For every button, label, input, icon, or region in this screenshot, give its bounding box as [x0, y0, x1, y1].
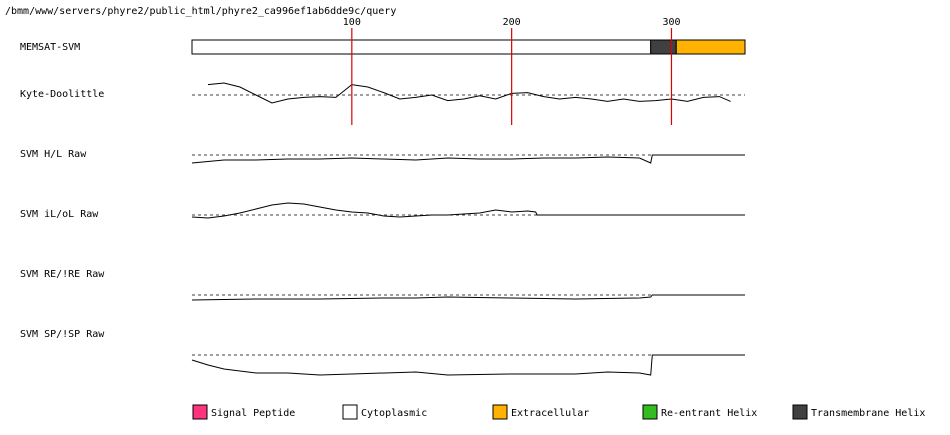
profile-line: [191, 354, 745, 376]
topology-segment: [650, 39, 677, 55]
track-label: Kyte-Doolittle: [20, 89, 104, 100]
legend-swatch: [792, 404, 808, 420]
legend-swatch: [342, 404, 358, 420]
legend-label: Signal Peptide: [211, 408, 295, 419]
legend-label: Cytoplasmic: [361, 408, 427, 419]
legend-label: Re-entrant Helix: [661, 408, 757, 419]
file-path: /bmm/www/servers/phyre2/public_html/phyr…: [5, 6, 396, 17]
legend-swatch: [492, 404, 508, 420]
profile-line: [207, 82, 731, 104]
legend-swatch: [192, 404, 208, 420]
profile-line: [191, 294, 745, 301]
track-label: SVM iL/oL Raw: [20, 209, 99, 220]
legend-swatch: [642, 404, 658, 420]
profile-line: [191, 154, 745, 164]
x-tick-label: 100: [343, 17, 361, 28]
track-label: SVM H/L Raw: [20, 149, 87, 160]
x-tick-label: 200: [503, 17, 521, 28]
legend-label: Transmembrane Helix: [811, 408, 925, 419]
x-tick-label: 300: [662, 17, 680, 28]
profile-line: [191, 202, 745, 219]
track-label: MEMSAT-SVM: [20, 42, 80, 53]
track-label: SVM SP/!SP Raw: [20, 329, 105, 340]
topology-segment: [191, 39, 652, 55]
topology-segment: [675, 39, 746, 55]
legend-label: Extracellular: [511, 408, 589, 419]
track-label: SVM RE/!RE Raw: [20, 269, 105, 280]
